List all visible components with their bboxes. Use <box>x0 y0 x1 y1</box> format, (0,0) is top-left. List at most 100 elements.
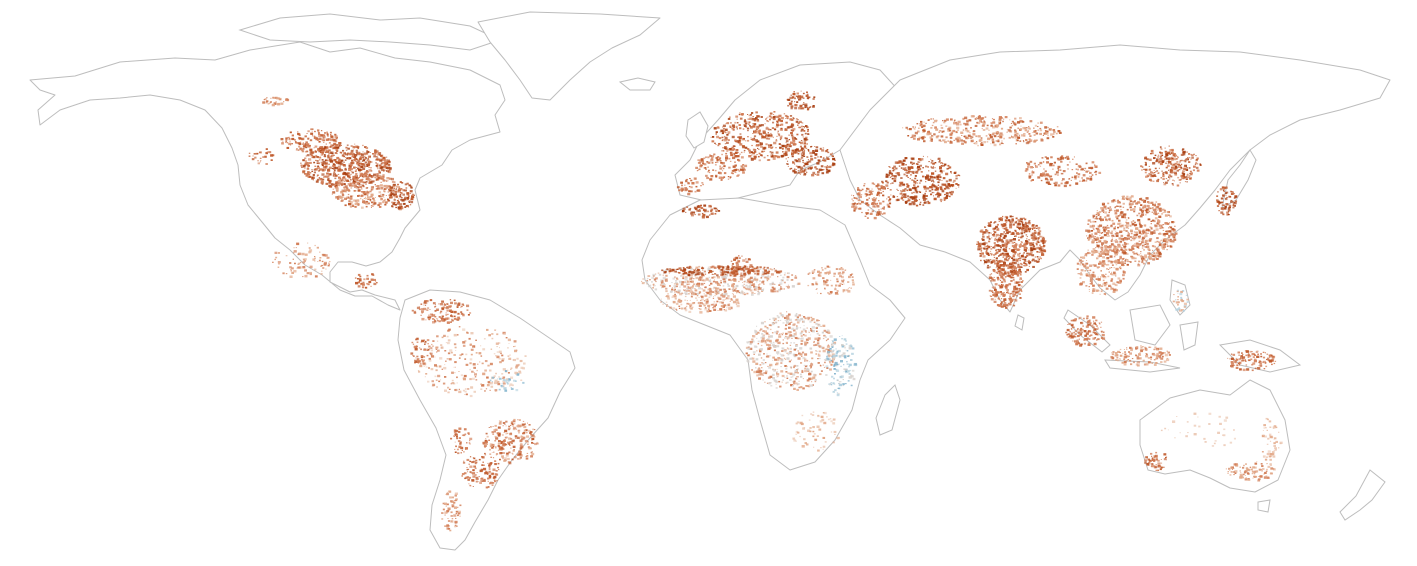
south-america-cell <box>444 364 446 366</box>
africa-cell <box>785 382 787 384</box>
south-america-cell <box>515 428 518 430</box>
north-america-cell <box>291 143 293 145</box>
africa-cell <box>830 350 832 352</box>
europe-cell <box>732 125 735 128</box>
north-america-cell <box>309 139 312 141</box>
north-america-cell <box>301 150 305 153</box>
north-america-cell <box>300 165 302 167</box>
north-america-cell <box>388 170 391 174</box>
north-america-cell <box>356 152 360 156</box>
africa-cell <box>840 365 842 367</box>
north-america-cell <box>322 168 325 171</box>
africa-cell <box>817 270 820 273</box>
europe-cell <box>721 132 724 135</box>
africa-cell <box>716 300 719 303</box>
north-america-cell <box>270 154 274 157</box>
asia-cell <box>997 135 999 138</box>
africa-cell <box>693 206 697 209</box>
africa-cell <box>652 287 654 289</box>
africa-cell <box>836 290 839 292</box>
south-america-cell <box>442 318 444 320</box>
south-america-cell <box>472 363 476 366</box>
south-america-cell <box>509 432 513 436</box>
south-america-cell <box>450 515 453 517</box>
south-america-cell <box>459 354 462 357</box>
north-america-cell <box>293 247 295 249</box>
africa-cell <box>719 280 722 282</box>
africa-cell <box>850 374 853 377</box>
south-america-cell <box>510 387 512 389</box>
africa-cell <box>690 281 692 283</box>
north-america-cell <box>333 171 336 173</box>
africa-cell <box>657 272 660 274</box>
africa-cell <box>727 266 730 268</box>
south-america-cell <box>520 366 524 369</box>
south-america-cell <box>528 424 531 426</box>
south-america-cell <box>487 474 489 475</box>
south-america-cell <box>459 443 462 445</box>
north-america-cell <box>340 190 344 194</box>
north-america-cell <box>386 156 388 158</box>
africa-cell <box>818 274 822 277</box>
north-america-cell <box>317 148 321 151</box>
europe-cell <box>743 124 747 127</box>
north-america-cell <box>370 167 372 169</box>
asia-cell <box>1018 134 1020 136</box>
europe-cell <box>831 154 834 157</box>
africa-cell <box>688 283 691 285</box>
europe-cell <box>826 170 828 172</box>
africa-cell <box>689 299 691 301</box>
north-america-cell <box>337 187 339 189</box>
europe-cell <box>727 148 730 151</box>
africa-cell <box>806 379 810 382</box>
north-america-cell <box>385 166 389 170</box>
africa-cell <box>779 270 783 273</box>
africa-cell <box>781 347 785 350</box>
north-america-cell <box>328 149 331 152</box>
africa-cell <box>789 321 792 323</box>
south-america-cell <box>506 381 509 384</box>
europe-cell <box>776 135 778 137</box>
africa-cell <box>738 280 740 283</box>
north-america-cell <box>369 196 372 198</box>
africa-cell <box>696 205 700 208</box>
europe-cell <box>815 168 818 170</box>
europe-cell <box>709 155 712 157</box>
south-america-cell <box>488 474 491 477</box>
africa-cell <box>734 270 738 273</box>
north-america-cell <box>311 157 313 158</box>
europe-cell <box>797 97 799 99</box>
south-america-cell <box>481 456 485 459</box>
africa-cell <box>756 337 758 339</box>
africa-cell <box>764 339 766 342</box>
europe-cell <box>728 139 730 141</box>
africa-cell <box>816 292 818 294</box>
europe-cell <box>681 189 683 192</box>
south-america-cell <box>475 477 479 480</box>
africa-cell <box>806 359 809 362</box>
north-america-cell <box>389 166 391 168</box>
africa-cell <box>764 272 767 275</box>
europe-cell <box>794 163 796 165</box>
europe-cell <box>680 181 683 184</box>
africa-cell <box>773 290 776 293</box>
north-america-cell <box>351 185 354 187</box>
north-america-cell <box>271 154 275 157</box>
europe-cell <box>703 163 707 166</box>
north-america-cell <box>293 252 295 254</box>
south-america-cell <box>416 346 418 348</box>
north-america-cell <box>355 151 359 154</box>
south-america-outline <box>397 289 576 551</box>
north-america-cell <box>362 163 366 166</box>
north-america-cell <box>304 167 306 169</box>
north-america-cell <box>347 183 351 186</box>
africa-cell <box>778 288 781 292</box>
africa-cell <box>767 348 770 350</box>
south-america-cell <box>532 442 535 444</box>
south-america-cell <box>447 339 451 342</box>
europe-cell <box>739 135 743 139</box>
africa-cell <box>833 430 837 434</box>
europe-cell <box>792 169 796 173</box>
africa-cell <box>829 270 831 272</box>
south-america-cell <box>478 352 482 355</box>
